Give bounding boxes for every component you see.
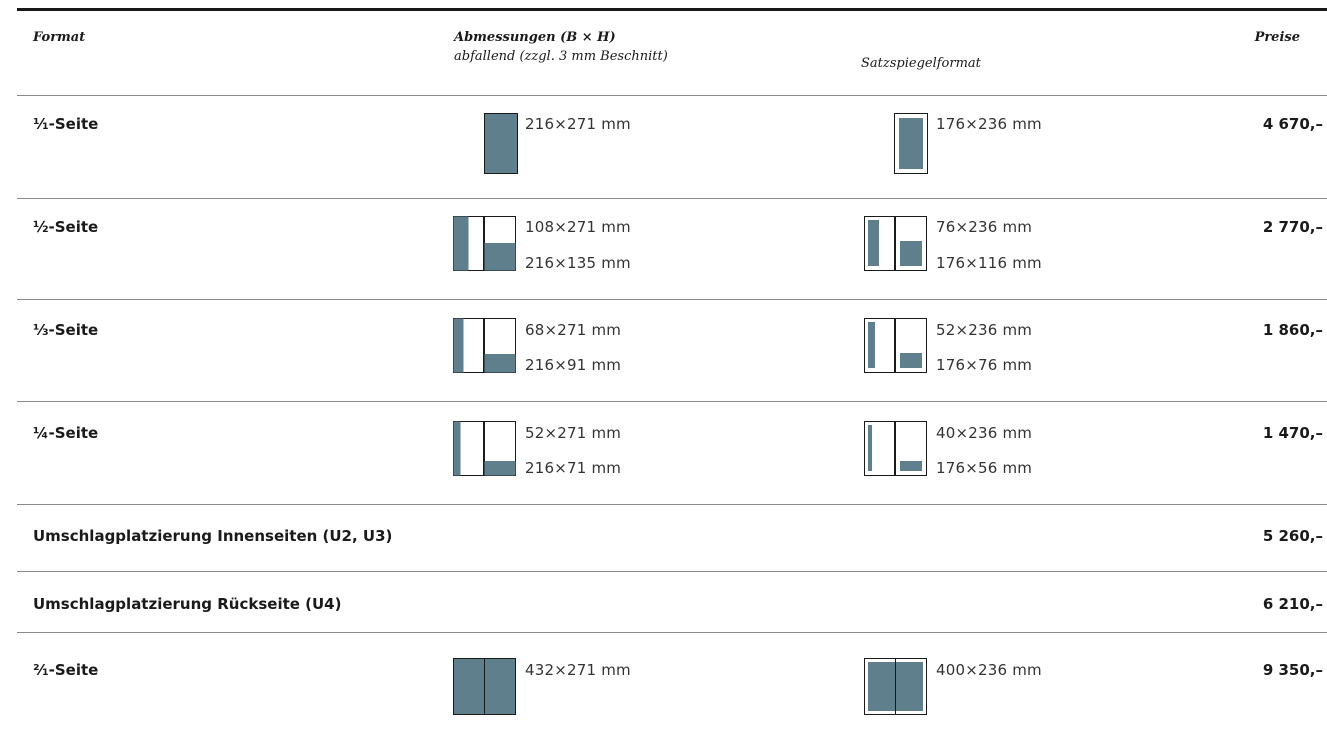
row-format: ²⁄₁-Seite bbox=[33, 661, 99, 679]
header-prices: Preise bbox=[1254, 30, 1300, 45]
header-bleed: abfallend (zzgl. 3 mm Beschnitt) bbox=[454, 49, 668, 64]
separator bbox=[17, 401, 1327, 402]
price: 9 350,– bbox=[1262, 661, 1323, 679]
separator bbox=[17, 632, 1327, 633]
bleed-dim: 108×271 mm bbox=[525, 218, 631, 236]
separator bbox=[17, 299, 1327, 300]
type-area-dim: 52×236 mm bbox=[936, 321, 1033, 339]
type-area-dim: 176×76 mm bbox=[936, 356, 1033, 374]
row-format: ⅓-Seite bbox=[33, 321, 99, 339]
bleed-dim: 216×71 mm bbox=[525, 459, 622, 477]
bleed-dim: 216×135 mm bbox=[525, 254, 631, 272]
bleed-dim: 52×271 mm bbox=[525, 424, 622, 442]
separator bbox=[17, 198, 1327, 199]
type-area-dim: 40×236 mm bbox=[936, 424, 1033, 442]
separator bbox=[17, 571, 1327, 572]
full-page-bleed-icon bbox=[484, 113, 518, 174]
half-page-bleed-icon bbox=[453, 216, 516, 271]
bleed-dim: 216×91 mm bbox=[525, 356, 622, 374]
price: 1 860,– bbox=[1262, 321, 1323, 339]
row-format: Umschlagplatzierung Innenseiten (U2, U3) bbox=[33, 527, 393, 545]
third-page-bleed-icon bbox=[453, 318, 516, 373]
type-area-dim: 400×236 mm bbox=[936, 661, 1042, 679]
double-page-type-area-icon bbox=[864, 658, 927, 715]
header-dimensions: Abmessungen (B × H) bbox=[454, 30, 616, 45]
price: 2 770,– bbox=[1262, 218, 1323, 236]
type-area-dim: 176×236 mm bbox=[936, 115, 1042, 133]
double-page-bleed-icon bbox=[453, 658, 516, 715]
row-format: ¼-Seite bbox=[33, 424, 99, 442]
bleed-dim: 68×271 mm bbox=[525, 321, 622, 339]
half-page-type-area-icon bbox=[864, 216, 927, 271]
header-format: Format bbox=[33, 30, 86, 45]
top-rule bbox=[17, 8, 1327, 11]
type-area-dim: 76×236 mm bbox=[936, 218, 1033, 236]
row-format: ¹⁄₁-Seite bbox=[33, 115, 99, 133]
full-page-type-area-icon bbox=[894, 113, 928, 174]
third-page-type-area-icon bbox=[864, 318, 927, 373]
separator bbox=[17, 95, 1327, 96]
price: 6 210,– bbox=[1262, 595, 1323, 613]
type-area-dim: 176×56 mm bbox=[936, 459, 1033, 477]
price: 4 670,– bbox=[1262, 115, 1323, 133]
price: 5 260,– bbox=[1262, 527, 1323, 545]
type-area-dim: 176×116 mm bbox=[936, 254, 1042, 272]
price: 1 470,– bbox=[1262, 424, 1323, 442]
row-format: ½-Seite bbox=[33, 218, 99, 236]
bleed-dim: 216×271 mm bbox=[525, 115, 631, 133]
separator bbox=[17, 504, 1327, 505]
quarter-page-bleed-icon bbox=[453, 421, 516, 476]
header-type-area: Satzspiegelformat bbox=[861, 56, 981, 71]
bleed-dim: 432×271 mm bbox=[525, 661, 631, 679]
quarter-page-type-area-icon bbox=[864, 421, 927, 476]
row-format: Umschlagplatzierung Rückseite (U4) bbox=[33, 595, 342, 613]
